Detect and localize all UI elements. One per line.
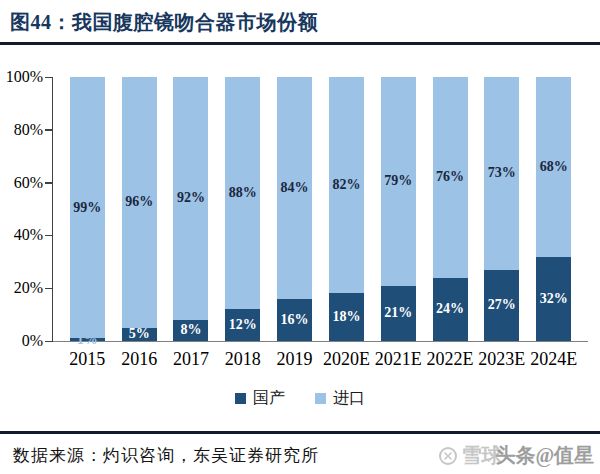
legend-label-domestic: 国产 <box>253 388 285 409</box>
imported-value-label: 79% <box>384 174 412 188</box>
domestic-value-label: 12% <box>229 318 257 332</box>
imported-swatch-icon <box>315 393 326 404</box>
x-axis-category-label: 2016 <box>121 349 157 370</box>
y-axis-tick-label: 100% <box>1 69 43 85</box>
bar-group-2017: 92%8%2017 <box>173 77 208 341</box>
domestic-value-label: 1% <box>77 333 98 347</box>
bar-group-2024E: 68%32%2024E <box>536 77 571 341</box>
title-divider-line <box>0 42 600 45</box>
domestic-swatch-icon <box>235 393 246 404</box>
bar-group-2016: 96%5%2016 <box>122 77 157 341</box>
bar-group-2019: 84%16%2019 <box>277 77 312 341</box>
y-axis-tick-mark <box>45 77 53 79</box>
y-axis-tick-mark <box>45 235 53 237</box>
x-axis-category-label: 2024E <box>530 349 577 370</box>
y-axis-tick-mark <box>45 129 53 131</box>
imported-value-label: 92% <box>177 191 205 205</box>
imported-value-label: 73% <box>488 166 516 180</box>
chart-header: 图44：我国腹腔镜吻合器市场份额 <box>0 0 600 36</box>
plot-area: 99%1%201596%5%201692%8%201788%12%201884%… <box>52 77 588 342</box>
domestic-value-label: 21% <box>384 306 412 320</box>
domestic-value-label: 27% <box>488 298 516 312</box>
xueqiu-watermark: 雪球 <box>438 442 501 469</box>
bar-group-2021E: 79%21%2021E <box>381 77 416 341</box>
y-axis-tick-label: 20% <box>1 280 43 296</box>
x-axis-category-label: 2019 <box>277 349 313 370</box>
y-axis-tick-mark <box>45 288 53 290</box>
bars: 99%1%201596%5%201692%8%201788%12%201884%… <box>53 77 588 341</box>
x-axis-category-label: 2023E <box>478 349 525 370</box>
domestic-value-label: 18% <box>332 310 360 324</box>
bar-group-2018: 88%12%2018 <box>225 77 260 341</box>
y-axis-tick-label: 80% <box>1 122 43 138</box>
toutiao-watermark-text: 头条@值星 <box>495 442 594 469</box>
domestic-value-label: 24% <box>436 302 464 316</box>
imported-value-label: 99% <box>73 201 101 215</box>
footer: 数据来源：灼识咨询，东吴证券研究所 雪球 头条@值星 <box>0 434 600 469</box>
watermark: 雪球 头条@值星 <box>438 442 594 469</box>
x-axis-category-label: 2020E <box>323 349 370 370</box>
imported-value-label: 96% <box>125 195 153 209</box>
legend: 国产 进口 <box>0 388 600 409</box>
x-axis-category-label: 2022E <box>427 349 474 370</box>
x-axis-category-label: 2018 <box>225 349 261 370</box>
domestic-value-label: 5% <box>129 327 150 341</box>
legend-item-domestic: 国产 <box>235 388 285 409</box>
y-axis-tick-label: 0% <box>1 333 43 349</box>
legend-item-imported: 进口 <box>315 388 365 409</box>
x-axis-category-label: 2021E <box>375 349 422 370</box>
x-axis-category-label: 2015 <box>69 349 105 370</box>
domestic-value-label: 16% <box>281 313 309 327</box>
imported-value-label: 84% <box>281 181 309 195</box>
domestic-value-label: 32% <box>540 292 568 306</box>
x-axis-category-label: 2017 <box>173 349 209 370</box>
imported-value-label: 68% <box>540 160 568 174</box>
chart-title: 图44：我国腹腔镜吻合器市场份额 <box>10 9 600 36</box>
imported-value-label: 82% <box>332 178 360 192</box>
legend-label-imported: 进口 <box>333 388 365 409</box>
data-source-text: 数据来源：灼识咨询，东吴证券研究所 <box>13 444 319 467</box>
xueqiu-logo-icon <box>438 446 458 466</box>
bar-group-2023E: 73%27%2023E <box>484 77 519 341</box>
domestic-value-label: 8% <box>180 323 201 337</box>
y-axis-tick-label: 40% <box>1 227 43 243</box>
bar-group-2022E: 76%24%2022E <box>433 77 468 341</box>
y-axis-tick-label: 60% <box>1 175 43 191</box>
y-axis-tick-mark <box>45 341 53 343</box>
imported-value-label: 88% <box>229 186 257 200</box>
imported-value-label: 76% <box>436 170 464 184</box>
bar-group-2015: 99%1%2015 <box>70 77 105 341</box>
bar-group-2020E: 82%18%2020E <box>329 77 364 341</box>
y-axis-tick-mark <box>45 182 53 184</box>
